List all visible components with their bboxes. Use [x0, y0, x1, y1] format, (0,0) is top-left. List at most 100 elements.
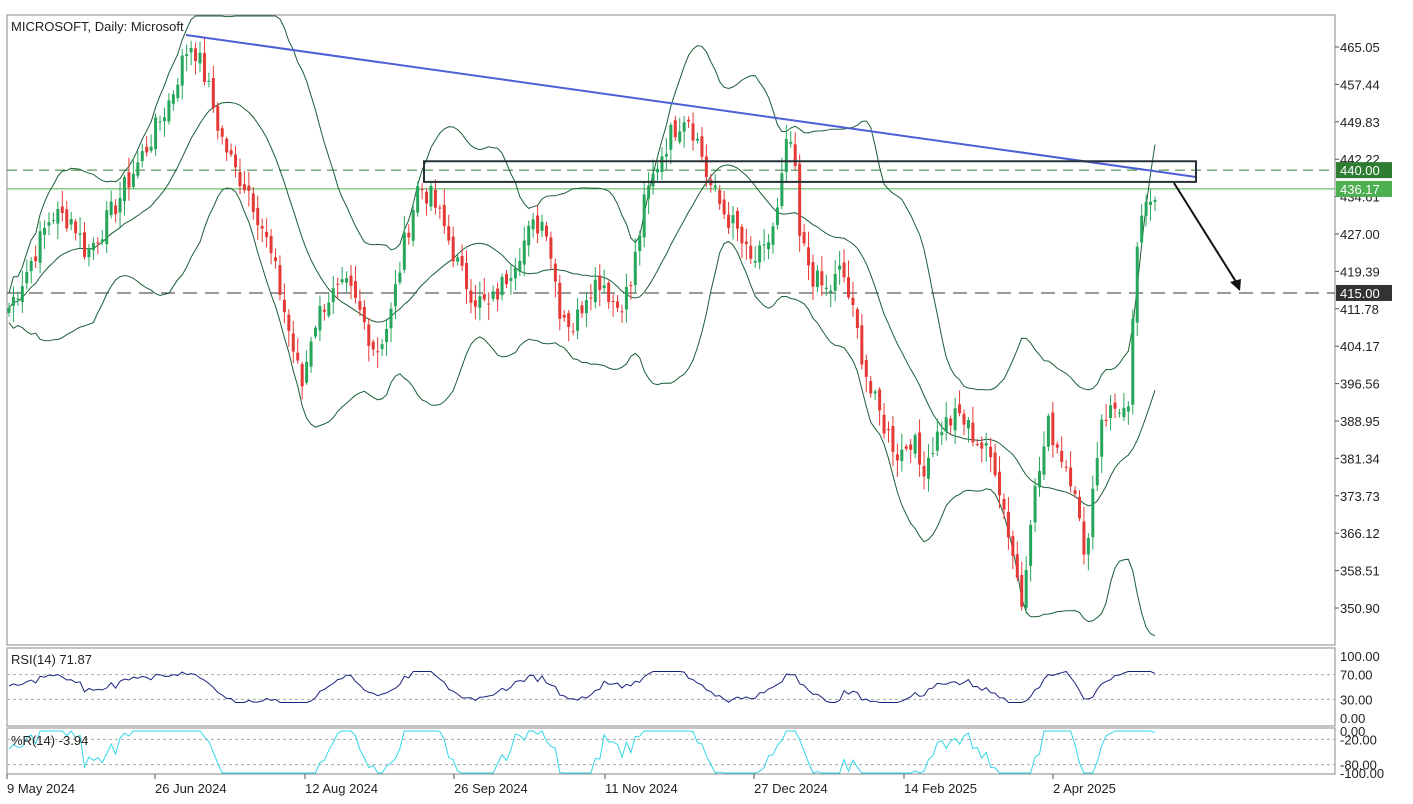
candle-body: [318, 305, 322, 331]
candle-body: [522, 240, 526, 265]
candle-body: [629, 285, 633, 287]
candle-body: [34, 256, 38, 262]
price-tick-label: 366.12: [1340, 526, 1380, 541]
drawings: [185, 34, 1241, 291]
candle-body: [895, 454, 899, 461]
candle-body: [553, 263, 557, 282]
candle-body: [482, 294, 486, 300]
candle-body: [1122, 407, 1126, 418]
main-panel[interactable]: [6, 14, 1336, 646]
candle-body: [260, 226, 264, 229]
candle-body: [1135, 246, 1139, 323]
candle-body: [425, 191, 429, 204]
candle-body: [620, 311, 624, 313]
candle-body: [1046, 415, 1050, 447]
candle-body: [878, 389, 882, 411]
level-tag: [1336, 284, 1392, 301]
wr-label: %R(14) -3.94: [11, 733, 88, 748]
resistance-zone: [423, 160, 1197, 183]
candle-body: [367, 324, 371, 346]
candle-body: [242, 184, 246, 191]
candle-body: [660, 156, 664, 173]
candle-body: [593, 279, 597, 303]
candle-body: [891, 426, 895, 452]
time-tick-label: 12 Aug 2024: [305, 781, 378, 796]
candle-body: [127, 172, 131, 188]
wr-panel[interactable]: [6, 727, 1336, 775]
candle-body: [562, 315, 566, 318]
rsi-line: [8, 670, 1156, 703]
candle-body: [682, 122, 686, 132]
candle-body: [1060, 450, 1064, 462]
candle-body: [411, 210, 415, 241]
candle-body: [1144, 201, 1148, 216]
candle-body: [247, 185, 251, 191]
candle-body: [438, 207, 442, 209]
candle-body: [349, 275, 353, 286]
candle-body: [1073, 490, 1077, 494]
candle-body: [589, 297, 593, 299]
candle-body: [1082, 521, 1086, 555]
candle-body: [114, 205, 118, 215]
candle-body: [7, 307, 11, 313]
candle-body: [1153, 199, 1157, 202]
candle-body: [278, 265, 282, 295]
candle-body: [602, 285, 606, 289]
candle-body: [487, 303, 491, 305]
candle-body: [291, 333, 295, 352]
candle-body: [753, 260, 757, 263]
candle-body: [1131, 318, 1135, 405]
rsi-tick-label: 70.00: [1340, 668, 1373, 683]
candle-body: [69, 218, 73, 225]
rsi-label: RSI(14) 71.87: [11, 652, 92, 667]
wr-tick-label: -100.00: [1340, 766, 1384, 781]
time-tick-label: 11 Nov 2024: [605, 781, 678, 796]
candle-body: [718, 190, 722, 205]
rsi-panel[interactable]: [6, 647, 1336, 727]
candle-body: [807, 247, 811, 266]
candle-body: [966, 420, 970, 429]
candle-body: [931, 453, 935, 455]
rsi-tick-label: 100.00: [1340, 649, 1380, 664]
level-tag-label: 440.00: [1340, 163, 1380, 178]
candle-body: [180, 55, 184, 86]
candle-body: [580, 305, 584, 314]
candle-body: [456, 257, 460, 262]
candle-body: [43, 227, 47, 235]
candle-body: [287, 314, 291, 331]
candle-body: [171, 94, 175, 104]
candle-body: [473, 300, 477, 307]
candle-body: [305, 361, 309, 383]
candle-body: [91, 243, 95, 251]
candle-body: [922, 466, 926, 477]
bollinger-bands: [8, 15, 1156, 637]
candle-body: [1051, 412, 1055, 446]
candle-body: [109, 201, 113, 216]
rsi-tick-label: 0.00: [1340, 711, 1365, 726]
candle-body: [74, 221, 78, 234]
candle-body: [842, 262, 846, 278]
candle-body: [256, 207, 260, 226]
wr-tick-label: 0.00: [1340, 724, 1365, 739]
candle-body: [380, 344, 384, 349]
level-tag-label: 436.17: [1340, 182, 1380, 197]
candle-body: [185, 54, 189, 56]
candle-body: [1064, 466, 1068, 468]
candle-body: [282, 299, 286, 313]
candle-body: [220, 128, 224, 137]
candle-body: [447, 226, 451, 241]
candle-body: [362, 306, 366, 323]
candle-body: [616, 301, 620, 308]
candle-body: [78, 233, 82, 235]
candle-body: [83, 232, 87, 257]
candle-body: [638, 235, 642, 252]
time-tick-label: 14 Feb 2025: [904, 781, 977, 796]
candle-body: [793, 144, 797, 166]
candle-body: [611, 301, 615, 303]
candle-body: [211, 78, 215, 108]
projection-arrow: [1173, 182, 1239, 286]
candle-body: [833, 273, 837, 291]
wr-line: [8, 730, 1156, 774]
candle-body: [1055, 444, 1059, 448]
